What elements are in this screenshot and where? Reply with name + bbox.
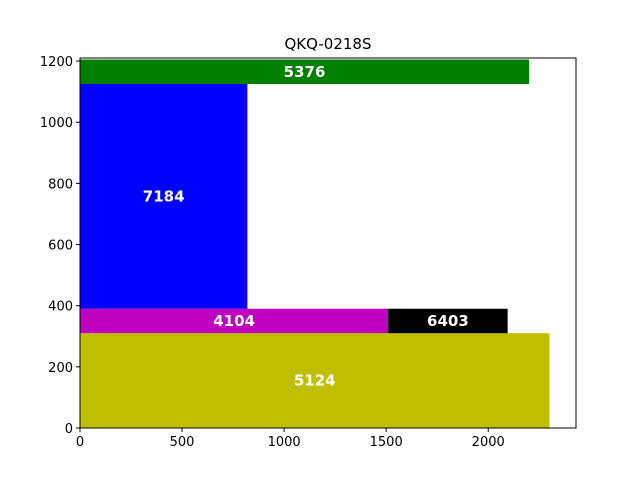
rect-label-5124: 5124: [294, 372, 336, 390]
plot-frame: [79, 57, 577, 429]
rect-6403: [388, 308, 508, 334]
y-tick-label: 1200: [40, 55, 73, 70]
rectangles-layer: 5124 4104 6403 7184 5376: [80, 59, 550, 428]
rect-4104: [80, 308, 389, 334]
x-tick-label: 500: [170, 435, 195, 450]
rect-5124: [80, 333, 550, 428]
rect-label-7184: 7184: [143, 187, 185, 205]
rect-7184: [80, 83, 248, 309]
x-tick-label: 2000: [472, 435, 505, 450]
x-axis: 0 500 1000 1500 2000: [76, 428, 505, 450]
x-tick-label: 0: [76, 435, 84, 450]
y-tick-label: 200: [48, 361, 73, 376]
y-axis: 0 200 400 600 800 1000 1200: [40, 55, 80, 437]
y-tick-label: 600: [48, 239, 73, 254]
rect-label-5376: 5376: [284, 63, 326, 81]
x-tick-label: 1500: [370, 435, 403, 450]
y-tick-label: 800: [48, 177, 73, 192]
y-tick-label: 0: [65, 422, 73, 437]
chart-title: QKQ-0218S: [285, 35, 372, 53]
rect-5376: [80, 59, 530, 84]
x-tick-label: 1000: [268, 435, 301, 450]
rect-label-4104: 4104: [213, 312, 255, 330]
y-tick-label: 1000: [40, 116, 73, 131]
y-tick-label: 400: [48, 300, 73, 315]
rect-label-6403: 6403: [427, 312, 469, 330]
